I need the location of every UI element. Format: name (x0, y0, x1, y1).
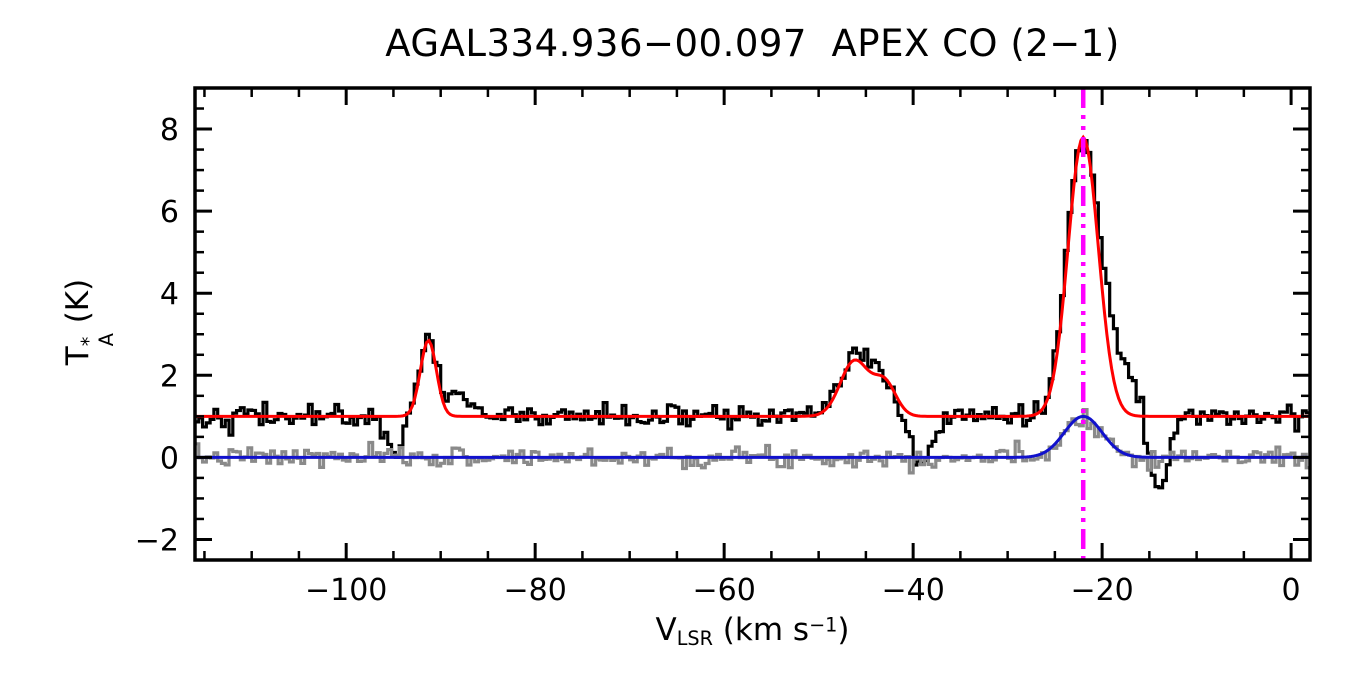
x-axis-label: VLSR (km s−1) (195, 612, 1310, 650)
x-tick-label: 0 (1282, 573, 1301, 608)
y-tick-label: 6 (160, 195, 179, 230)
x-axis-label-main: V (655, 612, 677, 648)
y-tick-label: 8 (160, 113, 179, 148)
x-tick-label: −20 (1070, 573, 1133, 608)
series-secondary-gaussian-fit (195, 414, 1310, 459)
plot-frame (193, 86, 1312, 562)
x-tick-label: −80 (504, 573, 567, 608)
x-tick-label: −100 (305, 573, 387, 608)
x-tick-label: −60 (692, 573, 755, 608)
x-tick-label: −40 (881, 573, 944, 608)
y-tick-label: 4 (160, 277, 179, 312)
y-tick-label: 2 (160, 359, 179, 394)
x-axis-label-sub: LSR (676, 626, 713, 650)
x-axis-label-unit-pre: (km s (712, 612, 810, 648)
y-tick-label: 0 (160, 441, 179, 476)
x-axis-label-unit-post: ) (837, 612, 850, 648)
plot-data-area (195, 134, 1310, 490)
y-tick-label: −2 (135, 523, 179, 558)
x-axis-label-sup: −1 (809, 613, 838, 637)
series-gaussian-model-fit (195, 134, 1310, 418)
series-observed-co21-spectrum (195, 138, 1310, 490)
plot-title: AGAL334.936−00.097 APEX CO (2−1) (385, 22, 1120, 65)
